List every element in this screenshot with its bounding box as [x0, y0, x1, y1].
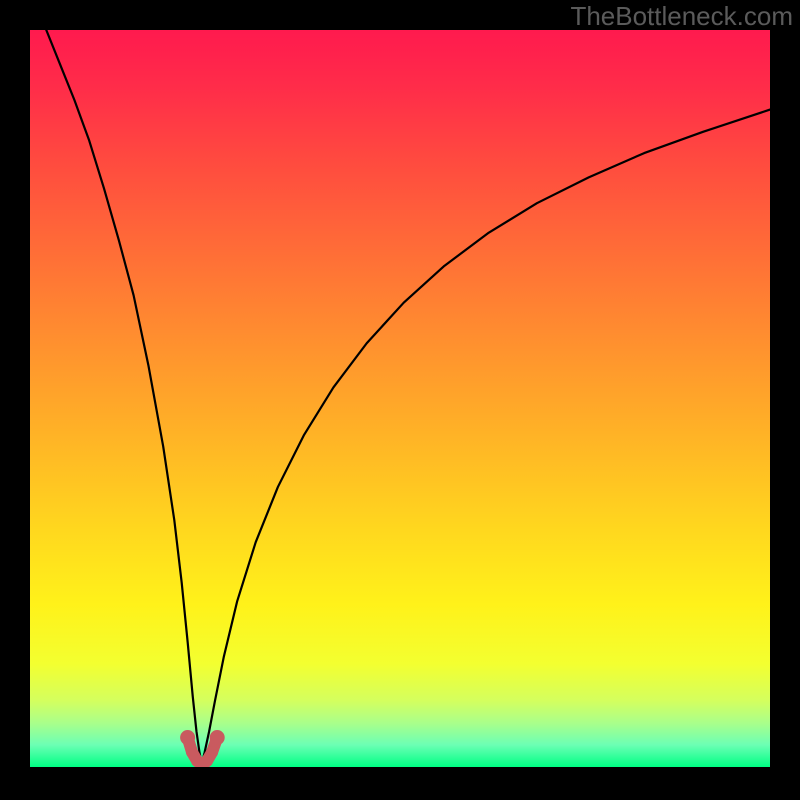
gradient-background [30, 30, 770, 767]
watermark-text: TheBottleneck.com [570, 1, 793, 32]
marker-dot [206, 746, 218, 758]
plot-area [30, 30, 770, 767]
marker-dot [210, 730, 225, 745]
chart-container: TheBottleneck.com [0, 0, 800, 800]
marker-dot [180, 730, 195, 745]
plot-svg [30, 30, 770, 767]
